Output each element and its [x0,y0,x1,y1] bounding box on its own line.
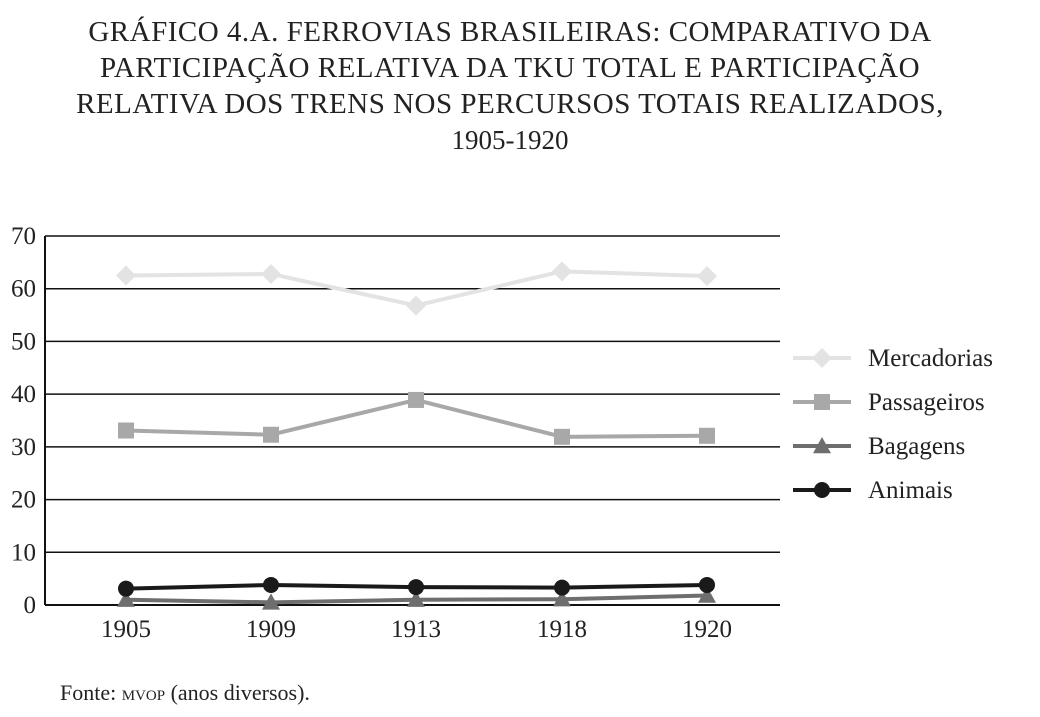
legend-item-mercadorias: Mercadorias [793,345,993,372]
x-tick-label: 1920 [682,616,732,643]
source-suffix: (anos diversos). [165,680,310,705]
series-bagagens [117,586,716,610]
data-point-mercadorias [406,295,426,316]
title-line-1: GRÁFICO 4.A. FERROVIAS BRASILEIRAS: COMP… [88,16,932,48]
y-tick-label: 60 [11,276,36,303]
legend-swatch-marker [812,348,832,368]
legend-swatch-marker [814,394,830,410]
legend-swatch-marker [814,482,830,498]
data-point-bagagens [262,593,280,610]
series-mercadorias [116,261,717,316]
legend-item-bagagens: Bagagens [793,433,965,460]
data-point-passageiros [263,426,279,443]
data-point-passageiros [554,428,570,445]
legend-item-animais: Animais [793,477,953,504]
data-point-animais [263,576,279,593]
data-point-mercadorias [116,265,136,286]
data-point-bagagens [407,590,425,607]
data-point-passageiros [408,391,424,408]
legend-item-passageiros: Passageiros [793,389,985,416]
chart-title: GRÁFICO 4.A. FERROVIAS BRASILEIRAS: COMP… [0,14,1020,158]
y-tick-label: 20 [11,487,36,514]
title-years: 1905-1920 [451,125,569,155]
legend-label: Bagagens [868,433,965,460]
data-point-bagagens [698,586,716,603]
y-tick-label: 50 [11,328,36,355]
data-point-passageiros [118,422,134,439]
x-tick-label: 1918 [537,616,587,643]
data-point-passageiros [699,427,715,444]
series-layer [116,261,717,610]
y-tick-label: 0 [24,592,37,619]
x-axis-tick-labels: 1905 1909 1913 1918 1920 [101,616,732,643]
x-tick-label: 1909 [246,616,296,643]
title-line-3: RELATIVA DOS TRENS NOS PERCURSOS TOTAIS … [76,88,944,120]
series-passageiros [118,391,715,445]
data-point-animais [554,579,570,596]
y-tick-label: 10 [11,539,36,566]
legend-label: Animais [868,477,953,504]
data-point-mercadorias [552,261,572,282]
series-animais [118,576,715,597]
source-org: mvop [121,680,166,705]
legend-label: Mercadorias [868,345,993,372]
y-tick-label: 70 [11,223,36,250]
source-prefix: Fonte: [60,680,122,705]
title-line-2: PARTICIPAÇÃO RELATIVA DA TKU TOTAL E PAR… [99,52,921,84]
data-point-bagagens [117,590,135,607]
legend-swatch-marker [813,437,831,454]
data-point-animais [408,579,424,596]
legend-label: Passageiros [868,389,985,416]
y-axis-tick-labels: 0 10 20 30 40 50 60 70 [11,223,36,619]
gridlines [44,235,780,606]
x-tick-label: 1913 [391,616,441,643]
source-note: Fonte: mvop (anos diversos). [60,680,310,706]
data-point-animais [118,580,134,597]
y-tick-label: 30 [11,434,36,461]
data-point-mercadorias [261,263,281,284]
data-point-mercadorias [697,266,717,287]
data-point-bagagens [553,590,571,607]
legend: Mercadorias Passageiros Bagagens Animais [793,345,993,504]
x-tick-label: 1905 [101,616,151,643]
y-tick-label: 40 [11,381,36,408]
data-point-animais [699,576,715,593]
